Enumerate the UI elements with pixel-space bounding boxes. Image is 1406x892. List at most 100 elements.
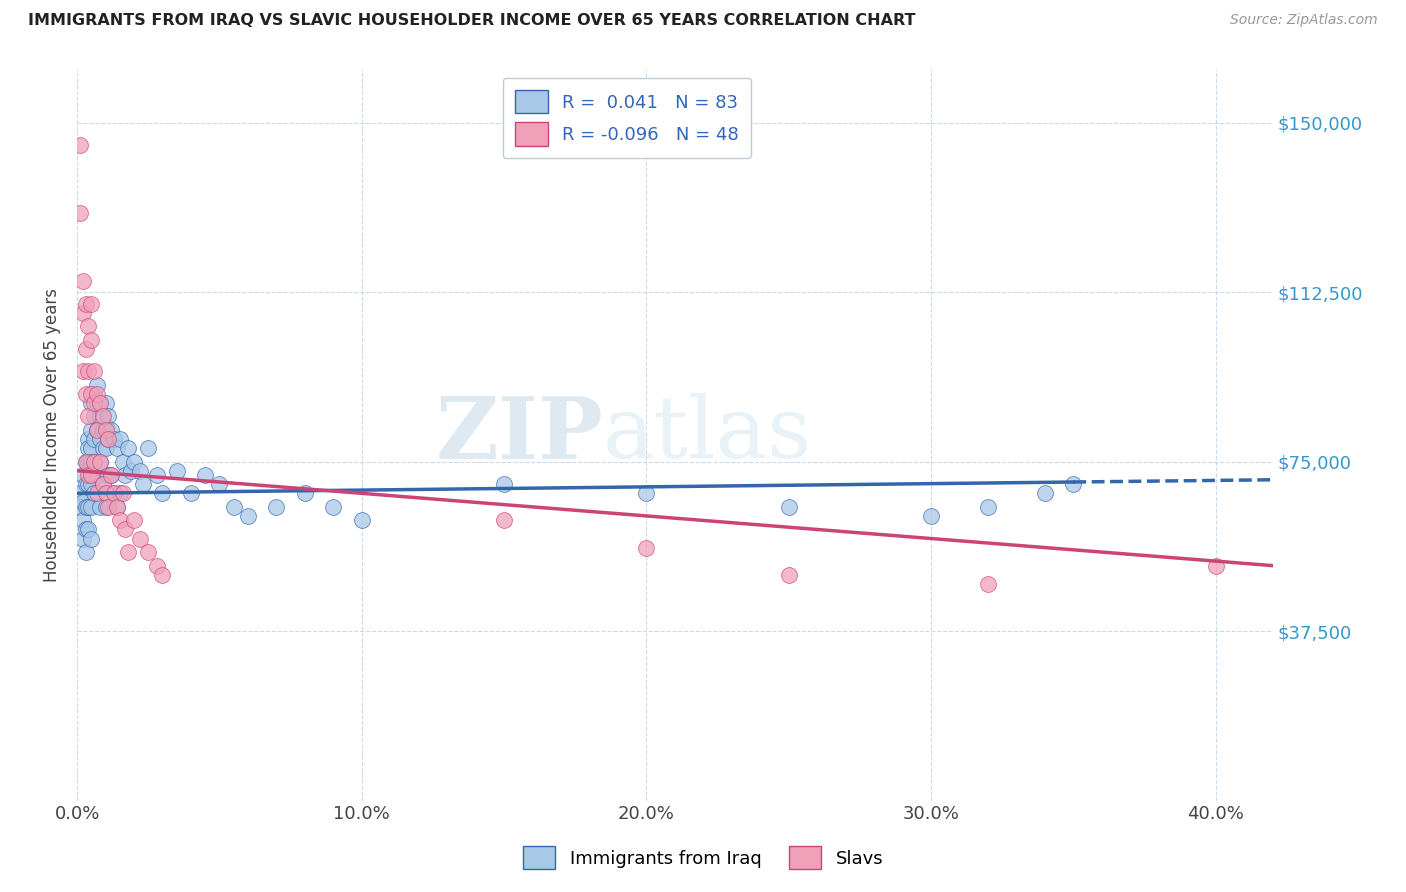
Point xyxy=(294,486,316,500)
Point xyxy=(222,500,245,514)
Point xyxy=(83,455,105,469)
Point xyxy=(492,513,515,527)
Point xyxy=(236,508,259,523)
Point xyxy=(72,532,94,546)
Point xyxy=(94,500,117,514)
Point xyxy=(89,396,111,410)
Point xyxy=(89,432,111,446)
Point xyxy=(152,486,174,500)
Point xyxy=(492,477,515,491)
Legend: Immigrants from Iraq, Slavs: Immigrants from Iraq, Slavs xyxy=(513,838,893,879)
Point xyxy=(69,206,91,220)
Point xyxy=(128,532,150,546)
Point xyxy=(75,477,97,491)
Point xyxy=(75,455,97,469)
Point xyxy=(117,545,139,559)
Point xyxy=(103,486,125,500)
Point xyxy=(69,138,91,153)
Point xyxy=(77,455,100,469)
Point xyxy=(75,545,97,559)
Text: atlas: atlas xyxy=(603,393,813,476)
Point xyxy=(75,523,97,537)
Point xyxy=(72,274,94,288)
Point xyxy=(77,523,100,537)
Point xyxy=(75,342,97,356)
Point xyxy=(322,500,344,514)
Point xyxy=(69,486,91,500)
Point xyxy=(80,500,103,514)
Point xyxy=(91,423,114,437)
Point xyxy=(108,513,131,527)
Point xyxy=(91,477,114,491)
Point xyxy=(166,464,188,478)
Legend: R =  0.041   N = 83, R = -0.096   N = 48: R = 0.041 N = 83, R = -0.096 N = 48 xyxy=(502,78,751,158)
Point xyxy=(89,409,111,424)
Point xyxy=(75,500,97,514)
Y-axis label: Householder Income Over 65 years: Householder Income Over 65 years xyxy=(44,287,60,582)
Point xyxy=(91,441,114,455)
Point xyxy=(72,305,94,319)
Point xyxy=(77,364,100,378)
Point xyxy=(80,441,103,455)
Point xyxy=(80,532,103,546)
Point xyxy=(77,500,100,514)
Point xyxy=(100,468,122,483)
Text: ZIP: ZIP xyxy=(436,392,603,476)
Point xyxy=(977,576,1000,591)
Point xyxy=(1033,486,1056,500)
Point xyxy=(83,364,105,378)
Point xyxy=(100,468,122,483)
Point xyxy=(80,333,103,347)
Point xyxy=(180,486,202,500)
Point xyxy=(86,486,108,500)
Point xyxy=(83,455,105,469)
Point xyxy=(105,500,128,514)
Point xyxy=(91,477,114,491)
Point xyxy=(80,423,103,437)
Point xyxy=(72,468,94,483)
Point xyxy=(97,409,120,424)
Point xyxy=(128,464,150,478)
Point xyxy=(83,387,105,401)
Point xyxy=(266,500,288,514)
Point xyxy=(83,396,105,410)
Point xyxy=(69,500,91,514)
Point xyxy=(97,500,120,514)
Point xyxy=(94,441,117,455)
Point xyxy=(80,455,103,469)
Point xyxy=(77,432,100,446)
Point xyxy=(86,423,108,437)
Text: Source: ZipAtlas.com: Source: ZipAtlas.com xyxy=(1230,13,1378,28)
Point xyxy=(636,541,658,555)
Point xyxy=(977,500,1000,514)
Point xyxy=(77,319,100,334)
Point xyxy=(194,468,217,483)
Point xyxy=(91,409,114,424)
Point xyxy=(77,477,100,491)
Point xyxy=(86,377,108,392)
Point xyxy=(80,387,103,401)
Point xyxy=(94,396,117,410)
Point xyxy=(80,296,103,310)
Point xyxy=(1205,558,1227,573)
Point xyxy=(105,500,128,514)
Point xyxy=(75,387,97,401)
Point xyxy=(111,455,134,469)
Point xyxy=(100,423,122,437)
Point xyxy=(103,432,125,446)
Point xyxy=(97,432,120,446)
Point xyxy=(1062,477,1084,491)
Point xyxy=(72,364,94,378)
Point xyxy=(131,477,153,491)
Point xyxy=(94,418,117,433)
Point xyxy=(108,432,131,446)
Point xyxy=(97,468,120,483)
Point xyxy=(75,455,97,469)
Point xyxy=(89,396,111,410)
Point xyxy=(86,423,108,437)
Point xyxy=(108,486,131,500)
Point xyxy=(72,495,94,509)
Point xyxy=(86,468,108,483)
Point xyxy=(86,387,108,401)
Point xyxy=(122,455,145,469)
